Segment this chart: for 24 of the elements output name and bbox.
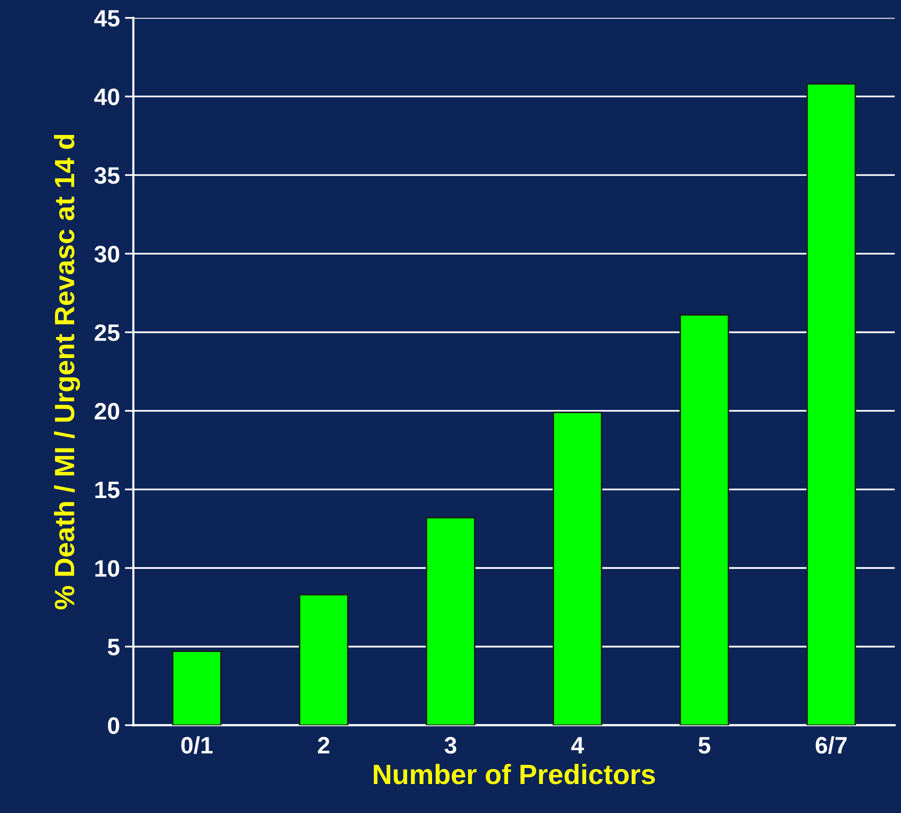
x-tick-label: 3: [444, 736, 456, 754]
x-tick-label: 5: [698, 737, 710, 754]
y-tick-label: 15: [95, 482, 120, 498]
bar: [806, 83, 856, 726]
y-tick-label: 40: [94, 88, 120, 106]
y-tick-label: 30: [94, 246, 120, 262]
bar: [552, 412, 602, 726]
y-tick-label: 45: [94, 10, 120, 27]
bar: [172, 650, 222, 726]
y-tick-label: 5: [108, 638, 120, 656]
x-tick-label: 0/1: [181, 736, 213, 754]
x-tick-label: 2: [318, 736, 330, 754]
y-axis-title: % Death / MI / Urgent Revasc at 14 d: [54, 134, 80, 610]
y-tick-label: 20: [94, 402, 120, 420]
x-axis-title: Number of Predictors: [374, 764, 655, 784]
y-tick-label: 35: [94, 167, 120, 184]
y-tick-label: 10: [95, 560, 120, 577]
y-tick-label: 0: [108, 717, 120, 734]
x-tick-label: 6/7: [816, 736, 847, 754]
x-tick-label: 4: [571, 737, 584, 754]
bar: [298, 594, 348, 726]
bar: [680, 314, 730, 726]
bar: [426, 517, 476, 726]
y-tick-label: 25: [94, 324, 120, 342]
